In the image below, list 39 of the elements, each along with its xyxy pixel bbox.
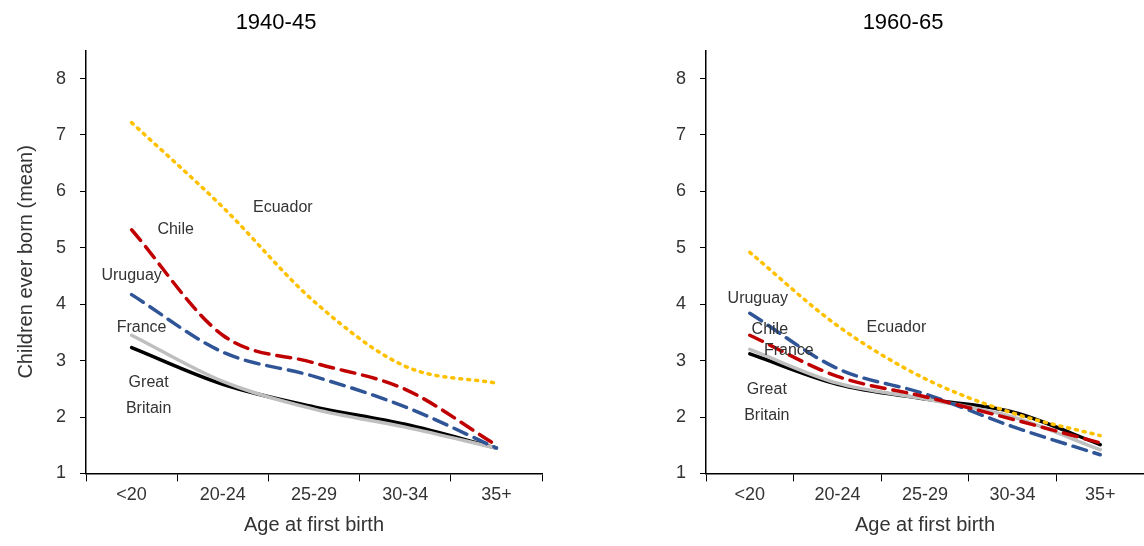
y-tick-label: 3 [676, 349, 687, 370]
series-label: Ecuador [866, 318, 927, 336]
y-tick-label: 8 [56, 67, 67, 88]
series-label: Great Britain [744, 380, 790, 424]
x-tick-label: 25-29 [901, 484, 949, 505]
x-axis-title: Age at first birth [243, 512, 385, 535]
series-label: Great Britain [125, 373, 172, 417]
y-axis-title: Children ever born (mean) [13, 145, 36, 379]
y-tick-label: 1 [56, 462, 67, 483]
y-tick-label: 4 [676, 293, 687, 314]
x-tick-label: 25-29 [290, 484, 338, 505]
y-tick-label: 4 [56, 293, 67, 314]
y-tick-label: 2 [56, 405, 67, 426]
series-label: Uruguay [101, 266, 162, 284]
x-tick-label: 35+ [481, 484, 512, 505]
y-tick-label: 5 [56, 236, 67, 257]
series-label: Uruguay [727, 288, 789, 306]
series-label: Ecuador [253, 197, 314, 215]
x-tick-label: 35+ [1084, 484, 1116, 505]
x-tick-label: 30-34 [382, 484, 429, 505]
y-tick-label: 3 [56, 349, 67, 370]
x-tick-label: 30-34 [989, 484, 1036, 505]
chart-title: 1960-65 [862, 9, 944, 35]
y-tick-label: 7 [676, 123, 687, 144]
x-tick-label: <20 [734, 484, 766, 505]
x-axis-title: Age at first birth [854, 512, 996, 535]
y-tick-label: 6 [676, 180, 687, 201]
y-tick-label: 8 [676, 67, 687, 88]
y-tick-label: 7 [56, 123, 67, 144]
x-tick-label: 20-24 [199, 484, 246, 505]
chart-title: 1940-45 [235, 9, 317, 35]
y-tick-label: 2 [676, 405, 687, 426]
y-tick-label: 5 [676, 236, 687, 257]
x-tick-label: 20-24 [814, 484, 861, 505]
y-tick-label: 1 [676, 462, 687, 483]
x-tick-label: <20 [116, 484, 147, 505]
series-label: Chile [157, 220, 194, 238]
y-tick-label: 6 [56, 180, 67, 201]
series-label: France [116, 317, 167, 335]
